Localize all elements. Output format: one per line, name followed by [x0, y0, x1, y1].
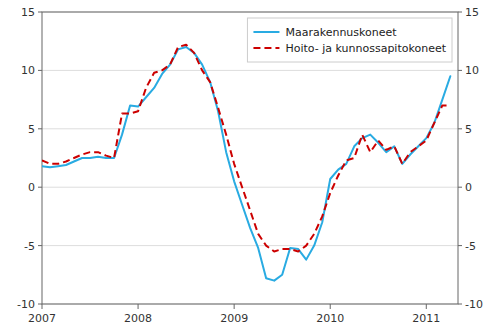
axes: -10 -5 0 5 10 15 -10 -5 0 5 10 15 2007 2008 2009 2010 20… [17, 6, 483, 325]
y-tick-label: 0 [28, 181, 35, 194]
y2-tick-label: -5 [465, 240, 476, 253]
grid [42, 12, 458, 304]
x-tick-label: 2009 [220, 312, 248, 325]
grid-line [42, 187, 458, 188]
legend-swatch [253, 31, 279, 33]
chart: -10 -5 0 5 10 15 -10 -5 0 5 10 15 2007 2008 2009 2010 20… [0, 0, 500, 330]
x-tick [138, 304, 139, 309]
y2-tick [458, 187, 462, 188]
y2-tick-label: 10 [465, 64, 479, 77]
x-tick-label: 2008 [124, 312, 152, 325]
grid-line [42, 70, 458, 71]
y2-tick [458, 70, 462, 71]
y-tick [38, 187, 42, 188]
y-tick-label: -5 [24, 240, 35, 253]
x-tick [42, 304, 43, 309]
x-tick [234, 304, 235, 309]
y-tick-label: -10 [17, 298, 35, 311]
series-line [42, 45, 450, 252]
legend-label: Maarakennuskoneet [285, 26, 397, 39]
y2-tick-label: 5 [465, 123, 472, 136]
plot-frame [42, 12, 458, 304]
legend-box [247, 18, 452, 62]
series-group [42, 45, 450, 281]
grid-line [42, 245, 458, 246]
x-tick [426, 304, 427, 309]
y2-tick-label: -10 [465, 298, 483, 311]
y2-tick-label: 0 [465, 181, 472, 194]
legend: Maarakennuskoneet Hoito- ja kunnossapitok… [247, 18, 452, 62]
y-tick-label: 15 [21, 6, 35, 19]
y2-tick-label: 15 [465, 6, 479, 19]
grid-line [42, 128, 458, 129]
x-tick-label: 2011 [412, 312, 440, 325]
x-tick-label: 2010 [316, 312, 344, 325]
y-tick [38, 245, 42, 246]
y-tick-label: 5 [28, 123, 35, 136]
legend-swatch [253, 47, 279, 49]
y-tick [38, 304, 42, 305]
legend-label: Hoito- ja kunnossapitokoneet [285, 42, 446, 55]
y-tick [38, 128, 42, 129]
y2-tick [458, 12, 462, 13]
x-tick [330, 304, 331, 309]
y-tick [38, 12, 42, 13]
y-tick [38, 70, 42, 71]
y2-tick [458, 128, 462, 129]
y2-tick [458, 304, 462, 305]
y-tick-label: 10 [21, 64, 35, 77]
y2-tick [458, 245, 462, 246]
x-tick-label: 2007 [28, 312, 56, 325]
series-line [42, 47, 450, 281]
